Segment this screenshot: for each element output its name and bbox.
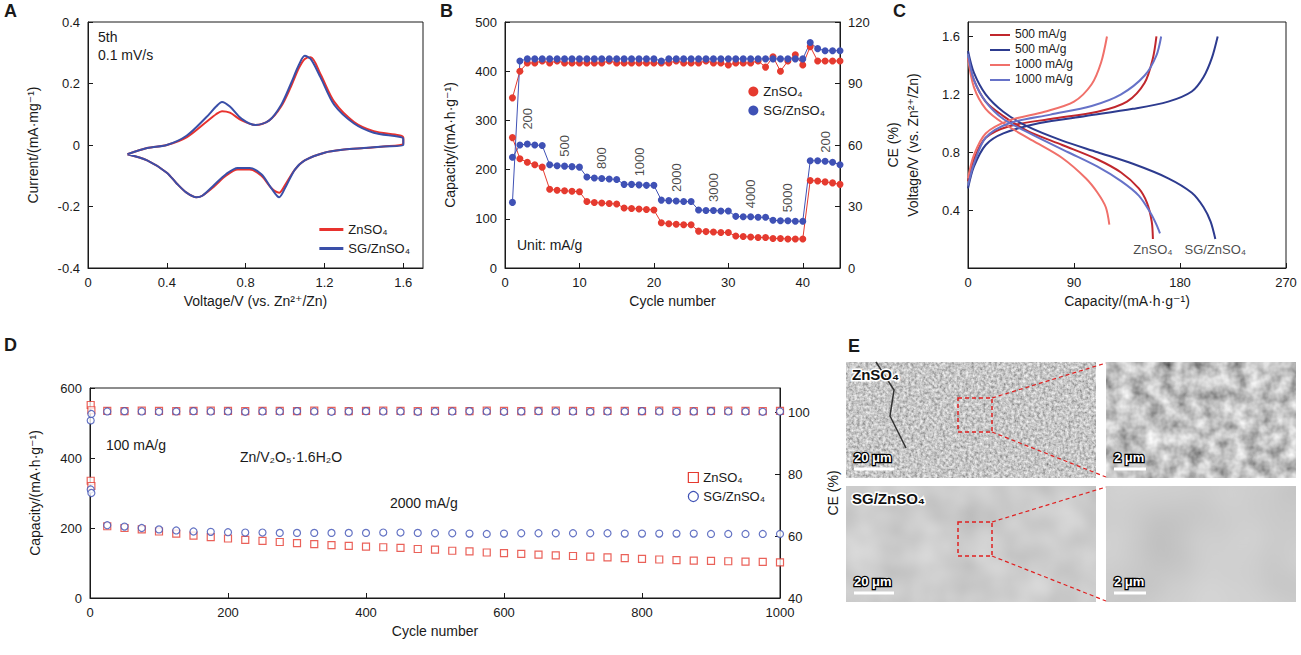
svg-text:0: 0 [848,261,855,276]
svg-text:500: 500 [475,15,497,30]
svg-text:0: 0 [84,275,91,290]
svg-text:Zn/V₂O₅·1.6H₂O: Zn/V₂O₅·1.6H₂O [240,449,342,465]
svg-text:C: C [893,1,906,21]
svg-text:1.6: 1.6 [394,275,412,290]
svg-text:200: 200 [475,162,497,177]
svg-text:20 μm: 20 μm [854,574,892,589]
svg-text:SG/ZnSO₄: SG/ZnSO₄ [852,490,925,507]
svg-text:0.2: 0.2 [62,76,80,91]
svg-text:800: 800 [631,605,653,620]
svg-text:0.4: 0.4 [62,15,80,30]
svg-text:0.8: 0.8 [942,145,960,160]
svg-text:SG/ZnSO₄: SG/ZnSO₄ [763,103,825,118]
svg-text:E: E [848,336,860,356]
svg-text:Voltage/V (vs. Zn²⁺/Zn): Voltage/V (vs. Zn²⁺/Zn) [905,73,921,217]
svg-text:30: 30 [848,199,862,214]
svg-text:SG/ZnSO₄: SG/ZnSO₄ [348,241,410,256]
svg-text:40: 40 [788,591,802,606]
svg-text:400: 400 [355,605,377,620]
svg-text:500: 500 [557,135,572,157]
svg-text:0.4: 0.4 [942,203,960,218]
svg-text:400: 400 [60,451,82,466]
svg-text:200: 200 [818,131,833,153]
svg-text:0: 0 [501,275,508,290]
svg-text:40: 40 [796,275,810,290]
svg-text:800: 800 [594,147,609,169]
svg-text:400: 400 [475,64,497,79]
svg-text:Capacity/(mA·h·g⁻¹): Capacity/(mA·h·g⁻¹) [442,82,458,208]
svg-text:ZnSO₄: ZnSO₄ [852,366,899,383]
svg-text:3000: 3000 [706,173,721,202]
svg-text:0: 0 [73,138,80,153]
svg-text:0: 0 [964,275,971,290]
svg-text:100 mA/g: 100 mA/g [106,437,166,453]
svg-text:1.2: 1.2 [942,87,960,102]
svg-text:-0.4: -0.4 [58,261,80,276]
svg-text:1000 mA/g: 1000 mA/g [1015,57,1073,71]
svg-text:300: 300 [475,113,497,128]
svg-text:4000: 4000 [743,179,758,208]
svg-text:1.2: 1.2 [315,275,333,290]
svg-text:90: 90 [848,76,862,91]
svg-text:120: 120 [848,15,870,30]
svg-text:2000 mA/g: 2000 mA/g [390,495,458,511]
svg-text:20: 20 [647,275,661,290]
svg-text:Current/(mA·mg⁻¹): Current/(mA·mg⁻¹) [25,86,41,203]
svg-text:270: 270 [1275,275,1297,290]
svg-text:600: 600 [60,381,82,396]
svg-text:B: B [440,1,453,21]
svg-text:ZnSO₄: ZnSO₄ [1133,242,1172,257]
svg-text:2000: 2000 [669,163,684,192]
svg-text:1000: 1000 [766,605,795,620]
svg-text:CE (%): CE (%) [885,122,901,167]
svg-text:ZnSO₄: ZnSO₄ [763,84,802,99]
svg-text:200: 200 [60,521,82,536]
svg-text:D: D [4,335,17,355]
svg-text:180: 180 [1169,275,1191,290]
svg-text:10: 10 [572,275,586,290]
svg-text:0.8: 0.8 [237,275,255,290]
svg-text:ZnSO₄: ZnSO₄ [348,222,387,237]
svg-text:5000: 5000 [780,183,795,212]
svg-text:500 mA/g: 500 mA/g [1015,27,1066,41]
svg-text:2 μm: 2 μm [1114,574,1144,589]
svg-text:600: 600 [493,605,515,620]
svg-text:200: 200 [520,108,535,130]
svg-text:ZnSO₄: ZnSO₄ [703,470,742,485]
svg-text:SG/ZnSO₄: SG/ZnSO₄ [703,489,765,504]
svg-text:20 μm: 20 μm [854,450,892,465]
svg-text:200: 200 [217,605,239,620]
svg-text:1000: 1000 [632,147,647,176]
svg-text:Voltage/V (vs. Zn²⁺/Zn): Voltage/V (vs. Zn²⁺/Zn) [184,293,328,309]
svg-text:-0.2: -0.2 [58,199,80,214]
svg-text:0: 0 [75,591,82,606]
svg-text:Capacity/(mA·h·g⁻¹): Capacity/(mA·h·g⁻¹) [27,430,43,556]
svg-text:Cycle number: Cycle number [629,293,716,309]
svg-text:Unit: mA/g: Unit: mA/g [517,237,582,253]
svg-text:100: 100 [788,405,810,420]
svg-text:2 μm: 2 μm [1114,450,1144,465]
svg-text:SG/ZnSO₄: SG/ZnSO₄ [1185,242,1247,257]
svg-text:500 mA/g: 500 mA/g [1015,42,1066,56]
svg-text:100: 100 [475,211,497,226]
svg-text:60: 60 [788,529,802,544]
svg-text:30: 30 [721,275,735,290]
svg-text:90: 90 [1067,275,1081,290]
svg-text:1.6: 1.6 [942,29,960,44]
svg-text:0: 0 [490,261,497,276]
svg-text:0.4: 0.4 [158,275,176,290]
svg-text:1000 mA/g: 1000 mA/g [1015,72,1073,86]
svg-text:Capacity/(mA·h·g⁻¹): Capacity/(mA·h·g⁻¹) [1064,293,1190,309]
svg-text:0.1 mV/s: 0.1 mV/s [98,47,153,63]
svg-text:5th: 5th [98,29,117,45]
svg-text:80: 80 [788,467,802,482]
svg-text:0: 0 [86,605,93,620]
svg-text:A: A [4,1,17,21]
svg-text:CE (%): CE (%) [825,470,841,515]
svg-text:60: 60 [848,138,862,153]
svg-text:Cycle number: Cycle number [392,623,479,639]
